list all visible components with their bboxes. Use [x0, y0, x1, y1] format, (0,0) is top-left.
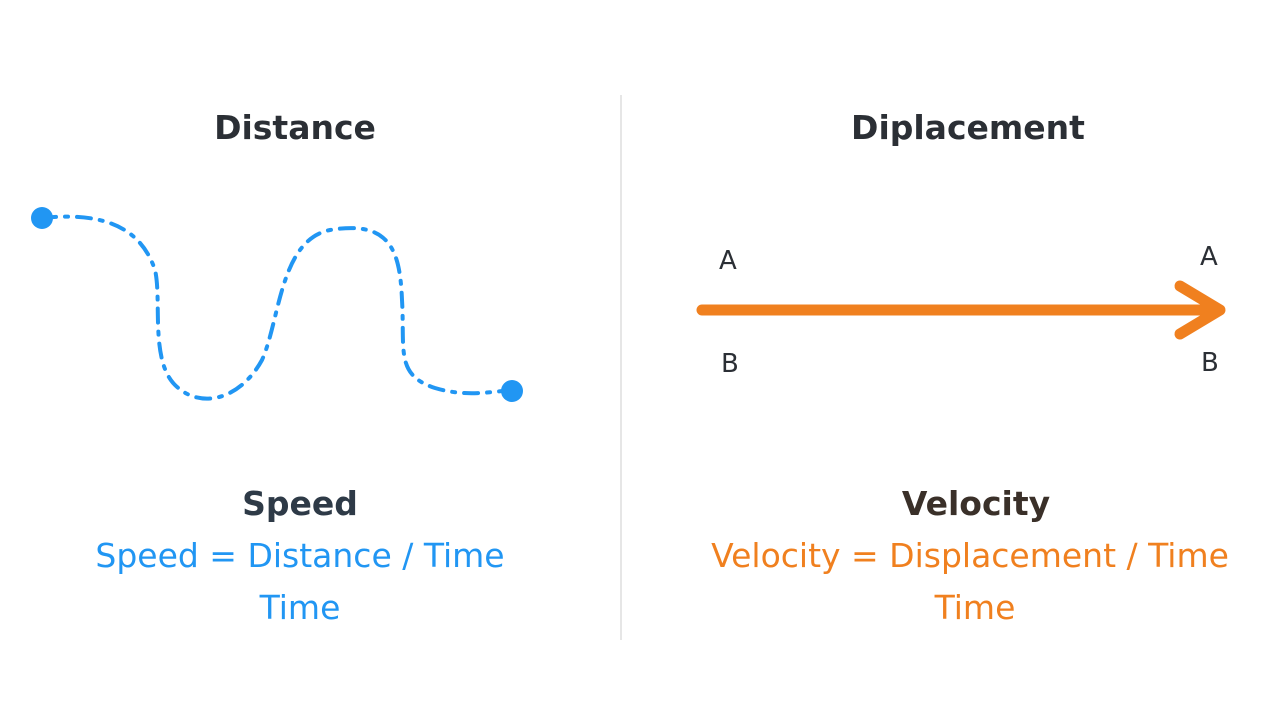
start-label-b: B — [721, 349, 739, 379]
speed-heading: Speed — [242, 484, 358, 523]
speed-formula: Speed = Distance / Time — [95, 536, 505, 575]
end-label-b: B — [1201, 348, 1219, 378]
start-label-a: A — [719, 246, 737, 276]
velocity-formula: Velocity = Displacement / Time — [711, 536, 1229, 575]
velocity-heading: Velocity — [901, 484, 1051, 523]
end-label-a: A — [1200, 242, 1218, 272]
distance-end-point — [501, 380, 523, 402]
displacement-arrowhead — [1174, 280, 1226, 340]
center-divider — [620, 95, 622, 640]
velocity-time-label: Time — [934, 588, 1016, 627]
displacement-title: Diplacement — [851, 108, 1085, 147]
speed-time-label: Time — [259, 588, 341, 627]
distance-path — [40, 214, 514, 401]
distance-start-point — [31, 207, 53, 229]
distance-title: Distance — [214, 108, 376, 147]
